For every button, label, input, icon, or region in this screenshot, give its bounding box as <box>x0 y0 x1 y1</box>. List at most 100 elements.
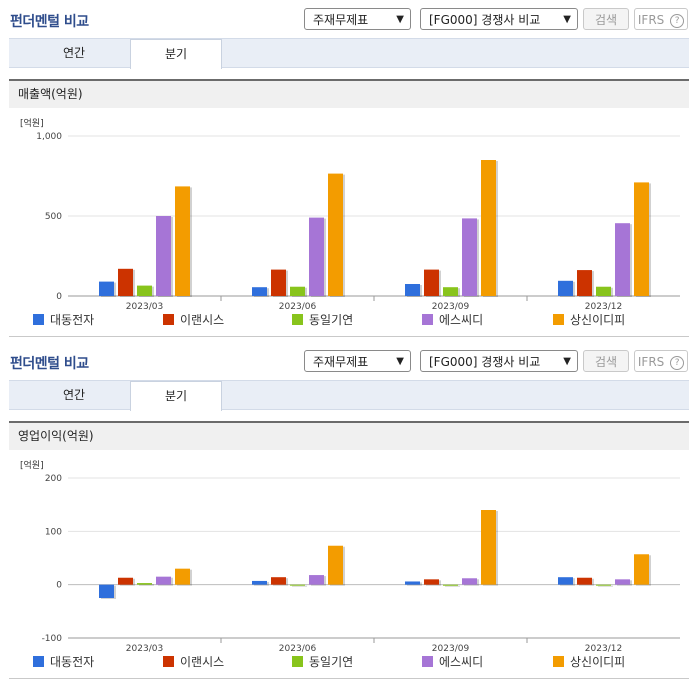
panel-title: 펀더멘털 비교 <box>10 356 89 372</box>
bar <box>558 577 573 585</box>
help-icon: ? <box>670 355 685 370</box>
ifrs-button[interactable]: IFRS ? <box>634 350 688 372</box>
tab-annual[interactable]: 연간 <box>62 388 86 402</box>
metric-header: 매출액(억원) <box>9 79 689 108</box>
legend-swatch <box>422 314 433 325</box>
bar <box>405 581 420 585</box>
panel-sales: 펀더멘털 비교 주재무제표 ▼ [FG000] 경쟁사 비교 ▼ 검색 IFRS… <box>0 8 696 337</box>
legend-label: 동일기연 <box>309 655 354 669</box>
bar-shadow <box>139 584 154 586</box>
legend-swatch <box>33 314 44 325</box>
ifrs-label: IFRS <box>637 13 665 27</box>
legend-swatch <box>292 314 303 325</box>
legend-swatch <box>422 656 433 667</box>
y-tick-label: 0 <box>56 581 62 591</box>
bar <box>271 269 286 296</box>
legend-label: 이랜시스 <box>180 313 225 327</box>
peer-group-select[interactable]: [FG000] 경쟁사 비교 ▼ <box>420 8 578 30</box>
legend-label: 이랜시스 <box>180 655 225 669</box>
peer-group-value: [FG000] 경쟁사 비교 <box>429 355 541 369</box>
x-tick-label: 2023/03 <box>126 644 163 654</box>
x-tick-label: 2023/03 <box>126 302 163 312</box>
bar <box>99 584 114 598</box>
bar <box>596 286 611 296</box>
tab-quarterly[interactable]: 분기 <box>130 39 222 69</box>
tab-quarterly[interactable]: 분기 <box>130 381 222 411</box>
operating-profit-chart: [억원] -100 0 100 200 2023/03 2023/06 2023/09 2023… <box>0 450 696 656</box>
legend-label: 대동전자 <box>50 313 95 327</box>
operating-profit-chart-svg: [억원] -100 0 100 200 2023/03 2023/06 2023/09 2023… <box>20 459 680 654</box>
bar <box>462 218 477 296</box>
search-button[interactable]: 검색 <box>583 350 629 372</box>
bar <box>443 287 458 296</box>
panel-operating-profit: 펀더멘털 비교 주재무제표 ▼ [FG000] 경쟁사 비교 ▼ 검색 IFRS… <box>0 342 696 684</box>
bar <box>328 173 343 296</box>
bar <box>615 579 630 585</box>
bar <box>634 554 649 585</box>
chevron-down-icon: ▼ <box>396 14 404 25</box>
statement-type-value: 주재무제표 <box>313 355 369 369</box>
bar <box>252 287 267 296</box>
bar <box>290 286 305 296</box>
bar-shadow <box>598 585 613 587</box>
sales-chart-svg: [억원] 0 500 1,000 2023/03 2023/06 2023/09 2023/1… <box>20 117 680 312</box>
x-tick-label: 2023/09 <box>432 644 470 654</box>
bar <box>577 270 592 296</box>
legend-label: 에스씨디 <box>439 313 484 327</box>
y-tick-label: 200 <box>45 474 62 484</box>
legend-label: 상신이디피 <box>570 313 626 327</box>
tab-annual[interactable]: 연간 <box>62 46 86 60</box>
peer-group-value: [FG000] 경쟁사 비교 <box>429 13 541 27</box>
period-tabs: 연간 분기 <box>9 38 689 69</box>
unit-label: [억원] <box>20 459 44 471</box>
legend-swatch <box>33 656 44 667</box>
x-tick-label: 2023/09 <box>432 302 470 312</box>
bar <box>137 285 152 296</box>
legend-swatch <box>553 314 564 325</box>
legend-swatch <box>553 656 564 667</box>
x-tick-label: 2023/12 <box>585 302 622 312</box>
bar <box>118 577 133 585</box>
bar <box>634 182 649 296</box>
chevron-down-icon: ▼ <box>396 356 404 367</box>
x-tick-label: 2023/06 <box>279 644 317 654</box>
bar <box>615 223 630 296</box>
x-tick-label: 2023/12 <box>585 644 622 654</box>
chart-legend: 대동전자 이랜시스 동일기연 에스씨디 상신이디피 <box>0 312 696 330</box>
ifrs-label: IFRS <box>637 355 665 369</box>
bar <box>405 284 420 296</box>
bar-shadow <box>445 585 460 587</box>
bar <box>99 281 114 296</box>
bar <box>271 577 286 585</box>
bar <box>443 584 458 586</box>
divider <box>9 678 689 679</box>
bar <box>156 216 171 296</box>
legend-label: 대동전자 <box>50 655 95 669</box>
bar-shadow <box>292 585 307 587</box>
legend-label: 동일기연 <box>309 313 354 327</box>
peer-group-select[interactable]: [FG000] 경쟁사 비교 ▼ <box>420 350 578 372</box>
legend-swatch <box>292 656 303 667</box>
y-tick-label: -100 <box>42 634 63 644</box>
statement-type-select[interactable]: 주재무제표 ▼ <box>304 8 411 30</box>
divider <box>9 336 689 337</box>
ifrs-button[interactable]: IFRS ? <box>634 8 688 30</box>
x-tick-label: 2023/06 <box>279 302 317 312</box>
bar <box>118 268 133 296</box>
statement-type-select[interactable]: 주재무제표 ▼ <box>304 350 411 372</box>
bar <box>309 217 324 296</box>
legend-label: 상신이디피 <box>570 655 626 669</box>
bar <box>252 580 267 585</box>
period-tabs: 연간 분기 <box>9 380 689 411</box>
y-tick-label: 100 <box>45 527 62 537</box>
bar <box>137 583 152 585</box>
bar <box>175 186 190 296</box>
bar <box>424 579 439 585</box>
metric-header: 영업이익(억원) <box>9 421 689 450</box>
bar <box>328 545 343 585</box>
bar <box>577 577 592 585</box>
bar <box>309 575 324 585</box>
legend-swatch <box>163 314 174 325</box>
search-button[interactable]: 검색 <box>583 8 629 30</box>
bar <box>424 269 439 296</box>
